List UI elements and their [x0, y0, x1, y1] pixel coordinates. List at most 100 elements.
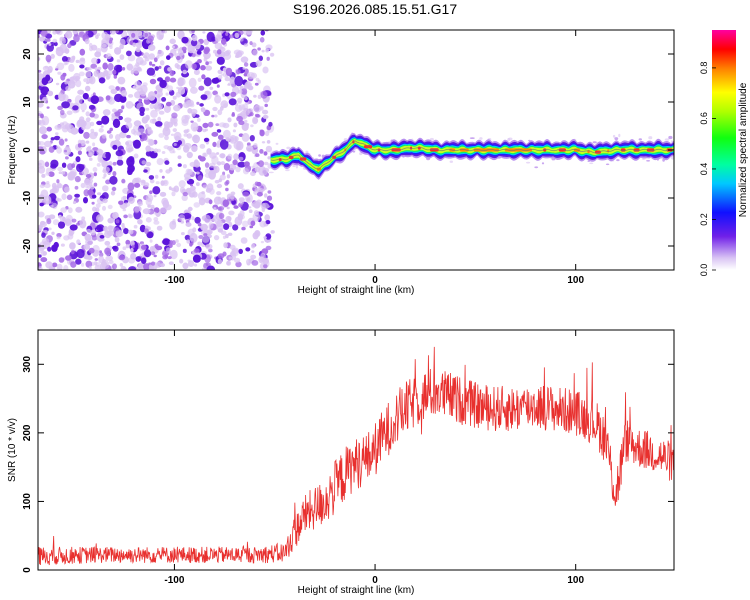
noise-blob [185, 96, 189, 99]
noise-blob [256, 78, 260, 82]
noise-blob [109, 85, 115, 90]
noise-blob [196, 182, 200, 186]
noise-blob [256, 182, 261, 187]
noise-blob [252, 117, 258, 125]
noise-blob [55, 68, 58, 70]
noise-blob [194, 202, 201, 208]
noise-blob [102, 134, 107, 139]
noise-blob [39, 126, 47, 134]
noise-blob [244, 120, 247, 123]
noise-blob [146, 162, 151, 166]
noise-blob [178, 155, 182, 159]
noise-blob [97, 198, 105, 205]
noise-blob [45, 172, 50, 176]
noise-blob [121, 179, 125, 184]
noise-blob [204, 57, 208, 61]
spectrogram-x-axis-label: Height of straight line (km) [298, 285, 415, 296]
noise-blob [124, 117, 131, 122]
noise-blob [52, 187, 57, 192]
noise-blob [238, 30, 244, 35]
noise-blob [157, 31, 161, 35]
noise-blob [142, 82, 147, 86]
noise-blob [179, 180, 186, 188]
noise-blob [48, 91, 54, 97]
noise-blob [89, 43, 93, 48]
noise-blob [99, 128, 104, 133]
noise-blob [217, 129, 221, 133]
noise-blob [167, 85, 173, 91]
noise-blob [52, 31, 56, 35]
noise-blob [52, 39, 57, 43]
noise-blob [55, 132, 59, 135]
noise-blob [172, 46, 175, 49]
noise-blob [166, 102, 172, 107]
noise-blob [96, 48, 101, 55]
noise-blob [65, 86, 71, 91]
noise-blob [246, 145, 253, 152]
noise-blob [241, 227, 245, 231]
noise-blob [60, 110, 65, 116]
noise-blob [46, 218, 51, 224]
noise-blob [261, 30, 266, 35]
noise-blob [267, 57, 270, 61]
noise-blob [136, 48, 141, 53]
noise-blob [119, 255, 125, 260]
noise-blob [59, 139, 65, 146]
noise-blob [225, 32, 228, 36]
noise-blob [250, 41, 253, 45]
noise-blob [48, 43, 51, 46]
noise-blob [91, 58, 98, 64]
noise-blob [171, 113, 177, 119]
ridge-speckle [589, 163, 593, 165]
noise-blob [96, 203, 101, 208]
noise-blob [225, 234, 229, 238]
noise-blob [123, 228, 129, 234]
noise-blob [148, 35, 154, 42]
noise-blob [92, 142, 95, 146]
noise-blob [169, 240, 172, 244]
noise-blob [35, 225, 42, 231]
ridge-speckle [665, 138, 670, 140]
noise-blob [201, 74, 205, 79]
noise-blob [202, 123, 208, 128]
noise-blob [169, 221, 176, 230]
noise-blob [233, 153, 239, 160]
noise-blob [153, 220, 159, 224]
noise-blob [141, 92, 147, 96]
noise-blob [57, 184, 63, 188]
noise-blob [243, 67, 246, 69]
noise-blob [191, 216, 194, 220]
noise-blob [226, 180, 230, 185]
noise-blob [101, 125, 104, 128]
noise-blob [217, 84, 220, 87]
noise-blob [85, 86, 90, 92]
noise-blob [182, 47, 187, 52]
noise-blob [223, 103, 228, 108]
noise-blob [116, 65, 122, 69]
noise-blob [160, 180, 164, 186]
noise-blob [217, 207, 221, 211]
noise-blob [240, 200, 244, 204]
noise-blob [250, 171, 256, 176]
noise-blob [253, 143, 257, 148]
noise-blob [41, 174, 45, 178]
noise-blob [191, 112, 196, 117]
noise-blob [223, 242, 228, 248]
noise-blob [87, 186, 91, 189]
noise-blob [178, 78, 186, 86]
noise-blob [64, 80, 68, 84]
noise-blob [166, 46, 170, 51]
noise-blob [238, 120, 244, 125]
noise-blob [71, 128, 79, 135]
noise-blob [166, 93, 169, 96]
noise-blob [186, 129, 189, 133]
noise-blob [135, 62, 139, 67]
noise-blob [250, 124, 254, 127]
noise-blob [262, 110, 268, 115]
noise-blob [57, 106, 63, 110]
noise-blob [128, 94, 133, 98]
noise-blob [109, 176, 117, 185]
noise-blob [65, 156, 69, 159]
noise-blob [267, 156, 270, 159]
noise-blob [92, 207, 97, 212]
